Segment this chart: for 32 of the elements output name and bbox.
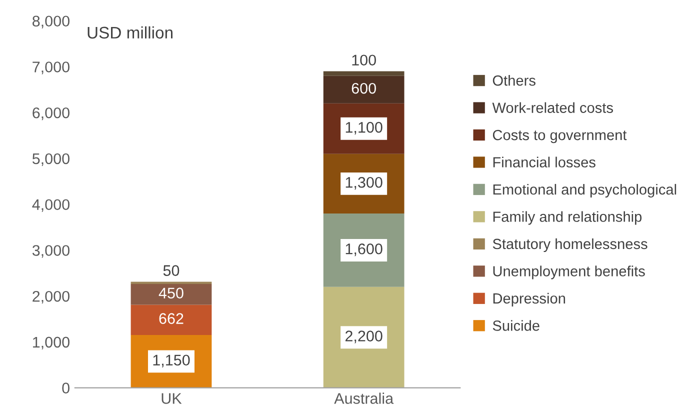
data-label: 1,150 — [153, 354, 190, 368]
legend-label: Unemployment benefits — [493, 266, 645, 280]
data-label: 662 — [159, 313, 184, 324]
y-tick-label: 8,000 — [32, 16, 70, 28]
data-label: 2,200 — [345, 330, 382, 344]
data-label: 450 — [158, 288, 184, 298]
data-label: 1,600 — [346, 243, 382, 256]
x-tick-label: Australia — [334, 392, 394, 404]
y-tick-label: 1,000 — [33, 336, 70, 350]
legend-label: Depression — [493, 292, 566, 306]
y-tick-label: 7,000 — [32, 62, 70, 74]
y-tick-label: 6,000 — [32, 107, 70, 120]
y-axis-title: USD million — [88, 26, 172, 39]
y-tick-label: 2,000 — [32, 290, 70, 304]
legend-label: Suicide — [492, 320, 540, 331]
legend-label: Others — [492, 75, 536, 86]
data-label: 50 — [163, 265, 180, 276]
y-tick-label: 4,000 — [32, 199, 70, 212]
data-label: 1,300 — [346, 176, 382, 190]
data-label: 1,100 — [346, 122, 382, 135]
y-tick-label: 5,000 — [32, 153, 70, 166]
y-tick-label: 0 — [62, 382, 70, 394]
legend-label: Financial losses — [493, 156, 596, 168]
data-label: 100 — [352, 54, 376, 66]
legend-label: Work-related costs — [492, 102, 613, 113]
legend-label: Statutory homelessness — [492, 238, 648, 252]
y-tick-label: 3,000 — [32, 245, 70, 258]
legend-label: Family and relationship — [493, 211, 642, 225]
x-tick-label: UK — [162, 393, 182, 404]
legend-label: Emotional and psychological — [493, 184, 676, 198]
data-label: 600 — [352, 82, 376, 94]
legend-label: Costs to government — [492, 130, 627, 144]
